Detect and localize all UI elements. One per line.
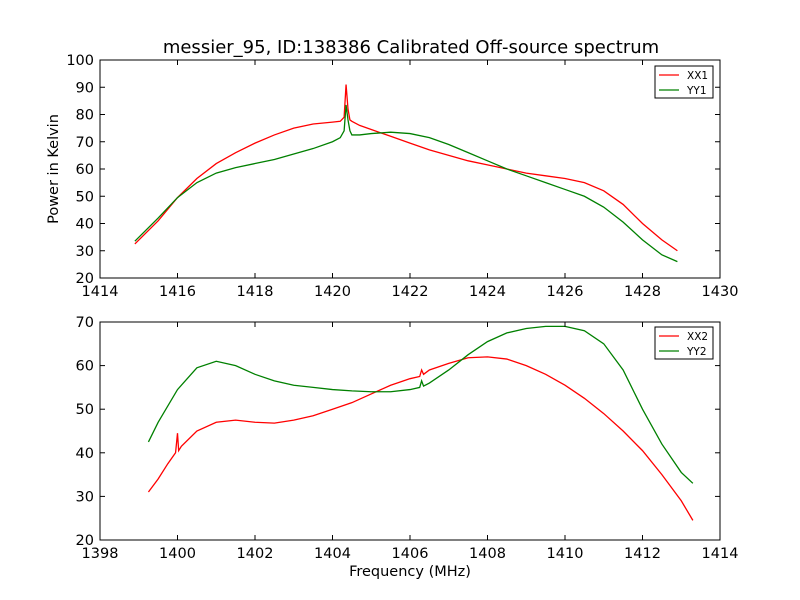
legend-label-yy2: YY2 <box>686 346 707 358</box>
y-tick-label: 70 <box>76 135 94 151</box>
x-tick-label: 1416 <box>159 284 196 300</box>
x-tick-label: 1420 <box>314 284 351 300</box>
legend-box <box>654 65 714 99</box>
x-tick-label: 1408 <box>469 546 506 562</box>
y-tick-label: 80 <box>76 108 94 124</box>
x-tick-label: 1404 <box>314 546 351 562</box>
x-tick-label: 1410 <box>547 546 584 562</box>
subplot-1: 1414 1416 1418 1420 1422 1424 1426 1428 1430 20 30… <box>46 53 738 300</box>
y-tick-label: 90 <box>76 80 94 96</box>
y-tick-label: 40 <box>76 446 94 462</box>
x-tick-label: 1430 <box>702 284 739 300</box>
series-line-yy2 <box>147 325 694 484</box>
y-tick-label: 100 <box>66 53 94 69</box>
y-tick-label: 60 <box>76 162 94 178</box>
y-tick-label: 60 <box>76 359 94 375</box>
y-tick-label: 20 <box>76 271 94 287</box>
series-line-yy1 <box>134 104 678 263</box>
y-tick-label: 20 <box>76 533 94 549</box>
legend-label-yy1: YY1 <box>686 85 707 97</box>
axes-frame <box>99 321 721 541</box>
legend-box <box>654 326 714 360</box>
x-axis-label: Frequency (MHz) <box>349 564 471 580</box>
x-tick-label: 1422 <box>392 284 429 300</box>
x-tick-label: 1418 <box>237 284 274 300</box>
x-tick-label: 1402 <box>237 546 274 562</box>
chart-title: messier_95, ID:138386 Calibrated Off-sou… <box>163 37 659 58</box>
x-tick-label: 1426 <box>547 284 584 300</box>
legend-label-xx2: XX2 <box>687 331 708 343</box>
axes-frame <box>99 59 721 279</box>
y-tick-label: 70 <box>76 315 94 331</box>
y-tick-label: 30 <box>76 244 94 260</box>
x-tick-label: 1412 <box>624 546 661 562</box>
y-tick-label: 40 <box>76 217 94 233</box>
y-tick-label: 30 <box>76 489 94 505</box>
x-tick-label: 1414 <box>82 284 119 300</box>
y-tick-label: 50 <box>76 402 94 418</box>
x-tick-label: 1398 <box>82 546 119 562</box>
subplot-2: 1398 1400 1402 1404 1406 1408 1410 1412 1414 20 30… <box>76 315 739 580</box>
x-tick-label: 1428 <box>624 284 661 300</box>
y-tick-label: 50 <box>76 189 94 205</box>
x-tick-label: 1400 <box>159 546 196 562</box>
series-line-xx2 <box>147 356 694 521</box>
legend-label-xx1: XX1 <box>687 70 708 82</box>
y-axis-label: Power in Kelvin <box>46 114 62 224</box>
series-line-xx1 <box>134 84 678 252</box>
x-tick-label: 1406 <box>392 546 429 562</box>
x-tick-label: 1424 <box>469 284 506 300</box>
x-tick-label: 1414 <box>702 546 739 562</box>
